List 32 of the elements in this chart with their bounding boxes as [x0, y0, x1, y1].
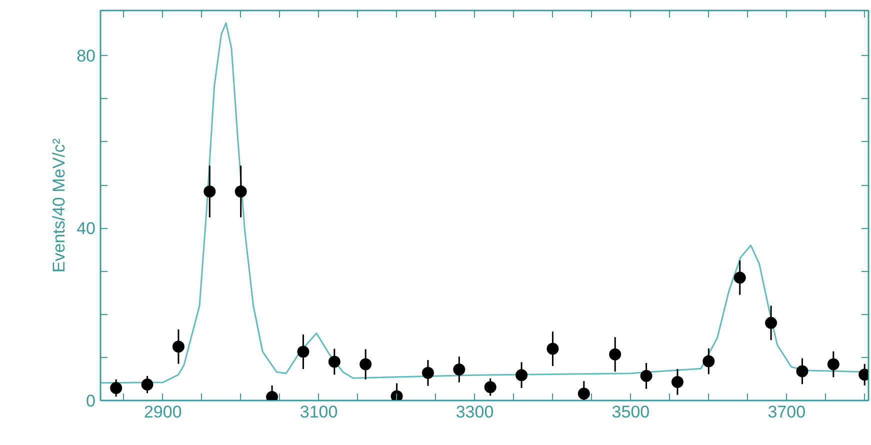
point — [172, 340, 184, 353]
point — [671, 376, 684, 388]
point — [360, 358, 372, 370]
x-tick-label: 3700 — [768, 402, 806, 422]
y-tick-label: 80 — [76, 46, 96, 66]
point — [578, 388, 590, 400]
point — [702, 355, 715, 368]
point — [765, 316, 778, 329]
point — [516, 369, 528, 382]
point — [328, 356, 340, 368]
y-tick-label: 0 — [86, 392, 96, 410]
point — [204, 186, 216, 198]
x-tick-label: 2900 — [144, 402, 182, 422]
y-axis-title: Events/40 MeV/c² — [50, 138, 69, 273]
point — [141, 378, 154, 391]
point — [640, 370, 652, 382]
point — [390, 390, 403, 400]
point — [546, 342, 559, 355]
x-tick-label: 3300 — [456, 402, 494, 422]
y-tick-label: 40 — [76, 219, 96, 238]
point — [422, 366, 434, 379]
point — [110, 382, 122, 394]
point — [827, 358, 840, 370]
x-tick-label: 3100 — [300, 402, 338, 422]
point — [297, 346, 310, 358]
point — [734, 272, 746, 284]
point — [796, 365, 808, 378]
point — [609, 348, 622, 360]
point — [484, 381, 496, 394]
x-tick-label: 3500 — [612, 402, 650, 422]
point — [453, 363, 466, 376]
point — [234, 186, 247, 198]
